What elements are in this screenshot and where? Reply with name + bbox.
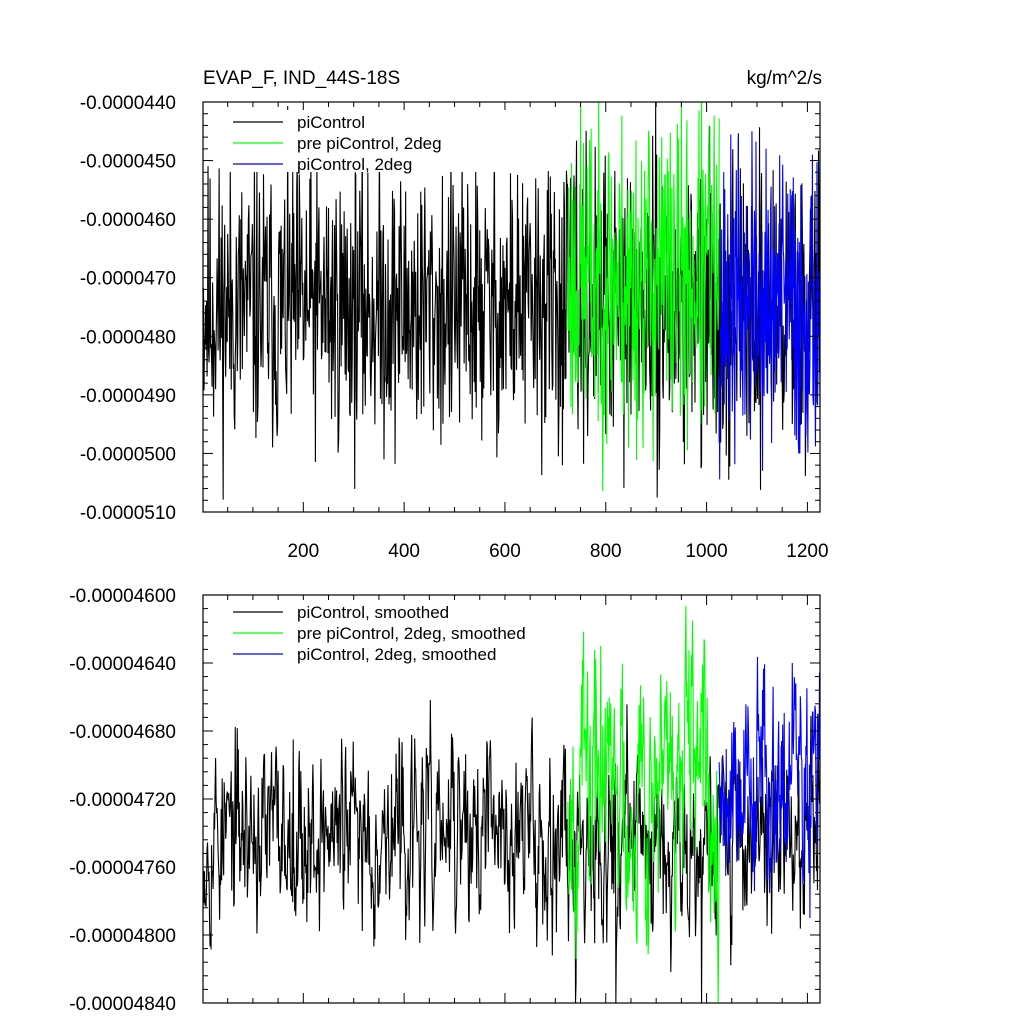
ticks-layer: -0.0000440 -0.0000450 -0.0000460 -0.0000470… (80, 93, 829, 562)
legend-background (225, 600, 525, 662)
y-tick-label: -0.00004640 (69, 654, 176, 675)
y-tick-label: -0.0000460 (80, 210, 176, 231)
y-tick-label: -0.0000500 (80, 444, 176, 465)
series-line-3 (718, 656, 821, 919)
legend-entry: pre piControl, 2deg, smoothed (297, 624, 526, 643)
series-layer (202, 101, 821, 500)
legend-entry: piControl, 2deg, smoothed (297, 645, 496, 664)
x-tick-label: 800 (590, 541, 622, 562)
legend-entry: piControl, 2deg (297, 155, 412, 174)
y-tick-label: -0.00004760 (69, 858, 176, 879)
series-line-3 (718, 131, 821, 480)
y-tick-label: -0.0000510 (80, 503, 176, 524)
y-tick-label: -0.00004680 (69, 722, 176, 743)
y-tick-label: -0.0000440 (80, 93, 176, 114)
top-panel: EVAP_F, IND_44S-18S kg/m^2/s -0.0000440-… (80, 68, 829, 562)
y-tick-label: -0.0000490 (80, 386, 176, 407)
legend-entry: piControl (297, 113, 365, 132)
ticks-layer: -0.00004600 -0.00004640 -0.00004680 -0.0000… (69, 586, 820, 1015)
series-line-2 (567, 606, 720, 1004)
series-layer (202, 606, 821, 1004)
y-tick-label: -0.00004800 (69, 926, 176, 947)
x-tick-label: 600 (489, 541, 521, 562)
x-tick-label: 1200 (786, 541, 828, 562)
x-tick-label: 200 (287, 541, 319, 562)
legend-background (225, 110, 525, 172)
legend-entry: pre piControl, 2deg (297, 134, 442, 153)
chart-units: kg/m^2/s (747, 68, 822, 89)
y-tick-label: -0.0000470 (80, 269, 176, 290)
x-tick-label: 400 (388, 541, 420, 562)
plot-frame (202, 101, 821, 513)
x-tick-label: 1000 (685, 541, 727, 562)
y-tick-label: -0.00004840 (69, 994, 176, 1015)
y-tick-label: -0.00004600 (69, 586, 176, 607)
series-line-1 (202, 700, 821, 1004)
legend: piControl, smoothed pre piControl, 2deg, … (225, 600, 526, 664)
bottom-panel: -0.00004600 -0.00004640 -0.00004680 -0.0000… (69, 586, 821, 1015)
legend-entry: piControl, smoothed (297, 603, 449, 622)
y-tick-label: -0.0000450 (80, 152, 176, 173)
y-tick-label: -0.0000480 (80, 327, 176, 348)
chart-title: EVAP_F, IND_44S-18S (203, 68, 400, 89)
series-line-2 (567, 101, 720, 492)
legend: piControl pre piControl, 2deg piControl, 2… (225, 110, 525, 174)
y-tick-label: -0.00004720 (69, 790, 176, 811)
